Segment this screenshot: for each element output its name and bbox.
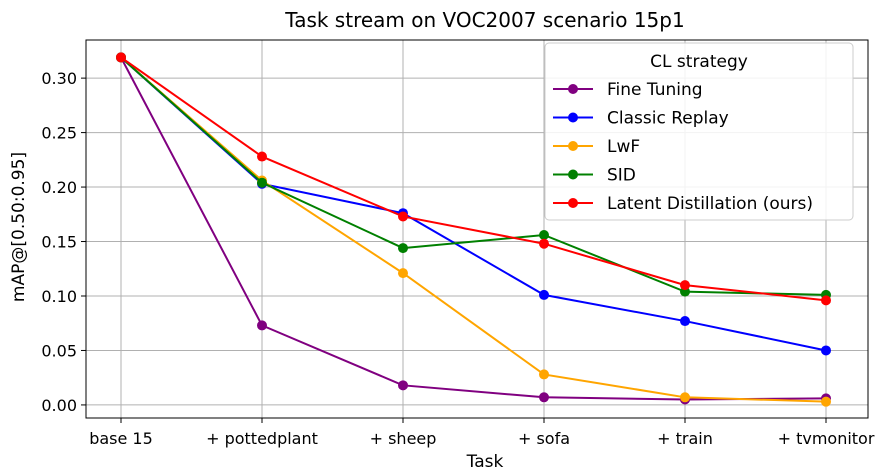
x-tick-label: + pottedplant xyxy=(206,429,318,448)
legend-item: Classic Replay xyxy=(553,109,729,129)
legend-item: Latent Distillation (ours) xyxy=(553,194,813,214)
data-point xyxy=(398,380,408,391)
data-point xyxy=(539,289,549,300)
legend-item: Fine Tuning xyxy=(553,80,703,100)
data-point xyxy=(680,316,690,327)
data-point xyxy=(257,177,267,188)
x-tick-label: + train xyxy=(657,429,713,448)
legend-label: SID xyxy=(607,166,636,186)
plot-frame xyxy=(85,39,869,419)
legend-items: Fine Tuning Classic Replay LwF SID Latent Di… xyxy=(553,80,813,214)
legend-label: Latent Distillation (ours) xyxy=(607,194,813,214)
series-line xyxy=(120,56,827,302)
series-line xyxy=(120,56,827,401)
data-point xyxy=(398,268,408,279)
data-point xyxy=(821,345,831,356)
x-tick-label: + sofa xyxy=(518,429,570,448)
data-point xyxy=(821,295,831,306)
y-axis-ticks: 0.00 0.05 0.10 0.15 0.20 0.25 0.30 xyxy=(41,69,86,415)
y-tick-label: 0.00 xyxy=(41,396,77,415)
legend: CL strategy Fine Tuning Classic Replay LwF… xyxy=(544,42,854,221)
data-point xyxy=(680,280,690,291)
y-tick-label: 0.25 xyxy=(41,124,77,143)
data-point xyxy=(398,243,408,254)
legend-item: SID xyxy=(553,166,636,186)
data-point xyxy=(539,392,549,403)
series-line xyxy=(120,56,827,403)
data-point xyxy=(821,396,831,407)
y-axis-label: mAP@[0.50:0.95] xyxy=(9,152,29,302)
y-tick-label: 0.15 xyxy=(41,233,77,252)
legend-swatch-marker xyxy=(568,198,578,208)
legend-item: LwF xyxy=(553,137,640,157)
y-tick-label: 0.30 xyxy=(41,69,77,88)
data-point xyxy=(257,320,267,331)
data-point xyxy=(398,211,408,222)
legend-swatch-marker xyxy=(568,169,578,180)
legend-swatch-marker xyxy=(568,141,578,151)
legend-box xyxy=(544,42,854,221)
data-point xyxy=(539,369,549,380)
series-line xyxy=(120,56,827,296)
data-point xyxy=(257,151,267,162)
legend-label: LwF xyxy=(607,137,640,157)
data-point xyxy=(539,229,549,240)
legend-swatch-marker xyxy=(568,84,578,94)
y-tick-label: 0.05 xyxy=(41,341,77,360)
y-tick-label: 0.10 xyxy=(41,287,77,306)
x-tick-label: + tvmonitor xyxy=(778,429,875,448)
series-4 xyxy=(116,52,831,306)
legend-swatch-marker xyxy=(568,112,578,123)
x-tick-label: + sheep xyxy=(370,429,437,448)
x-tick-label: base 15 xyxy=(89,429,153,448)
y-tick-label: 0.20 xyxy=(41,178,77,197)
data-point xyxy=(680,392,690,403)
legend-title: CL strategy xyxy=(650,52,748,72)
chart-title: Task stream on VOC2007 scenario 15p1 xyxy=(284,8,684,32)
series-layer xyxy=(116,52,831,407)
legend-label: Fine Tuning xyxy=(607,80,703,100)
data-point xyxy=(116,52,126,63)
data-point xyxy=(539,238,549,249)
legend-label: Classic Replay xyxy=(607,109,729,129)
x-axis-label: Task xyxy=(466,452,504,472)
x-axis-ticks: base 15 + pottedplant + sheep + sofa + train… xyxy=(89,418,875,448)
